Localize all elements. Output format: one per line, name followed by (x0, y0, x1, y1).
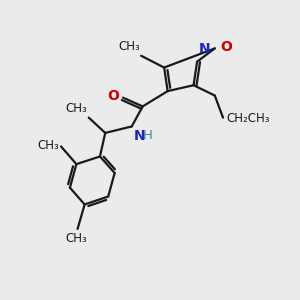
Text: CH₂CH₃: CH₂CH₃ (226, 112, 270, 125)
Text: CH₃: CH₃ (65, 102, 87, 115)
Text: N: N (134, 129, 145, 143)
Text: O: O (220, 40, 232, 54)
Text: H: H (143, 129, 153, 142)
Text: O: O (107, 89, 119, 103)
Text: CH₃: CH₃ (65, 232, 87, 245)
Text: CH₃: CH₃ (37, 139, 59, 152)
Text: N: N (198, 42, 210, 56)
Text: CH₃: CH₃ (118, 40, 140, 53)
